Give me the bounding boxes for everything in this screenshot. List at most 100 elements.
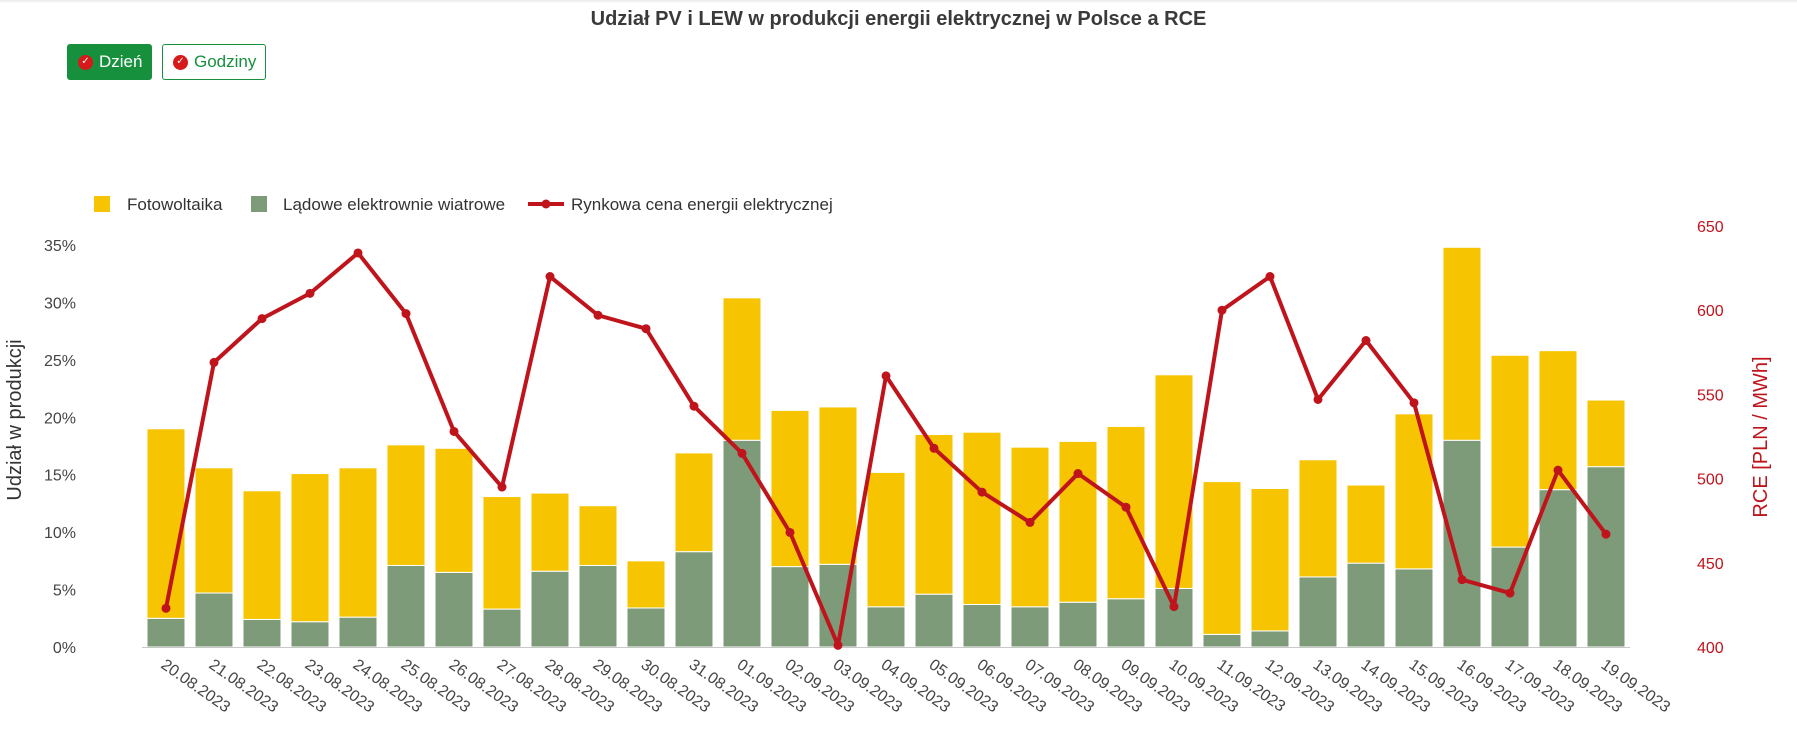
y-right-tick-label: 600 — [1697, 303, 1724, 320]
pv-bar — [818, 406, 858, 565]
price-point — [1073, 469, 1083, 479]
pv-bar — [290, 473, 330, 623]
hours-button[interactable]: ✓ Godziny — [162, 44, 266, 80]
pv-bar — [1394, 413, 1434, 570]
pv-bar — [1442, 246, 1482, 441]
price-point — [353, 248, 363, 258]
wind-bar — [578, 564, 618, 648]
wind-bar — [1106, 598, 1146, 648]
wind-bar — [146, 617, 186, 648]
pv-bar — [482, 496, 522, 610]
wind-bar — [962, 604, 1002, 648]
pv-bar — [146, 428, 186, 619]
pv-bar — [530, 492, 570, 572]
pv-bar — [242, 490, 282, 620]
price-point — [1025, 517, 1035, 527]
pv-bar — [434, 447, 474, 573]
wind-bar — [530, 570, 570, 648]
wind-bar — [1298, 576, 1338, 648]
wind-bar — [1202, 633, 1242, 648]
price-point — [593, 310, 603, 320]
pv-bar — [1250, 487, 1290, 632]
pv-bar — [722, 297, 762, 441]
y-tick-label: 35% — [44, 238, 76, 255]
y-tick-label: 15% — [44, 468, 76, 485]
pv-bar — [1346, 484, 1386, 564]
pv-bar — [1298, 459, 1338, 578]
wind-bar — [290, 621, 330, 648]
wind-bar — [1058, 601, 1098, 648]
pv-bar — [770, 409, 810, 568]
pv-bar — [1106, 425, 1146, 600]
price-point — [497, 482, 507, 492]
price-point — [1121, 502, 1131, 512]
price-point — [785, 527, 795, 537]
price-point — [1313, 394, 1323, 404]
price-point — [305, 288, 315, 298]
wind-bar — [338, 616, 378, 648]
price-point — [1217, 305, 1227, 315]
wind-bar — [626, 607, 666, 648]
price-point — [1409, 398, 1419, 408]
y-right-tick-label: 450 — [1697, 556, 1724, 573]
y-tick-label: 10% — [44, 525, 76, 542]
price-point — [1553, 465, 1563, 475]
y-right-tick-label: 650 — [1697, 219, 1724, 236]
wind-bar — [1346, 562, 1386, 648]
wind-bar — [1010, 606, 1050, 648]
wind-bar — [194, 592, 234, 648]
y-tick-label: 5% — [53, 583, 76, 600]
legend-pv-swatch — [94, 196, 110, 212]
pv-bar — [386, 444, 426, 566]
price-point — [545, 272, 555, 282]
y-axis-title: Udział w produkcji — [4, 339, 26, 500]
price-point — [161, 603, 171, 613]
pv-bar — [1490, 354, 1530, 548]
hours-button-label: Godziny — [194, 52, 257, 71]
wind-bar — [1586, 466, 1626, 648]
day-button[interactable]: ✓ Dzień — [67, 44, 152, 80]
wind-bar — [1442, 439, 1482, 648]
pv-bar — [1154, 374, 1194, 589]
pv-bar — [1010, 446, 1050, 608]
wind-bar — [914, 593, 954, 648]
pv-bar — [1202, 481, 1242, 635]
wind-bar — [866, 606, 906, 648]
pv-bar — [578, 505, 618, 566]
day-button-label: Dzień — [99, 52, 143, 71]
check-circle-icon: ✓ — [78, 54, 93, 70]
wind-bar — [434, 571, 474, 648]
legend-wind-label: Lądowe elektrownie wiatrowe — [283, 195, 505, 214]
pv-bar — [962, 431, 1002, 606]
pv-bar — [674, 452, 714, 553]
wind-bar — [770, 566, 810, 648]
wind-bar — [674, 551, 714, 648]
price-point — [833, 640, 843, 650]
legend-price-marker — [541, 199, 551, 209]
legend-price-label: Rynkowa cena energii elektrycznej — [571, 195, 833, 214]
price-point — [1505, 588, 1515, 598]
pv-bar — [866, 471, 906, 608]
wind-bar — [482, 608, 522, 648]
top-shadow — [0, 0, 1797, 3]
wind-bar — [1250, 630, 1290, 648]
price-point — [881, 371, 891, 381]
wind-bar — [722, 439, 762, 648]
legend-wind-swatch — [251, 196, 267, 212]
price-point — [737, 448, 747, 458]
price-point — [257, 314, 267, 324]
pv-bar — [1586, 399, 1626, 468]
y-tick-label: 0% — [53, 640, 76, 657]
chart-title: Udział PV i LEW w produkcji energii elek… — [590, 8, 1207, 30]
price-point — [929, 443, 939, 453]
legend-pv-label: Fotowoltaika — [127, 195, 223, 214]
price-point — [641, 324, 651, 334]
y-right-tick-label: 550 — [1697, 387, 1724, 404]
wind-bar — [1394, 568, 1434, 648]
price-point — [977, 487, 987, 497]
wind-bar — [1538, 489, 1578, 648]
pv-bar — [626, 560, 666, 609]
price-point — [449, 426, 459, 436]
price-point — [1457, 575, 1467, 585]
